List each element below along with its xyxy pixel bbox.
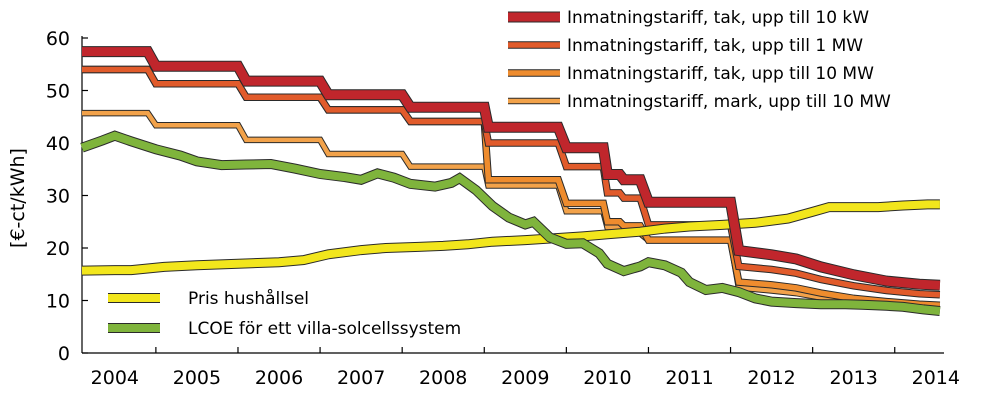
legend-entry: Inmatningstariff, mark, upp till 10 MW xyxy=(508,92,891,112)
y-tick-label: 30 xyxy=(46,186,70,208)
series-line xyxy=(82,46,941,291)
series-stroke xyxy=(81,200,940,275)
legend-entry: LCOE för ett villa-solcellssystem xyxy=(108,319,461,339)
legend-entry: Inmatningstariff, tak, upp till 1 MW xyxy=(508,36,863,56)
x-tick-label: 2012 xyxy=(747,367,795,389)
series-stroke xyxy=(80,131,941,315)
y-axis-title: [€-ct/kWh] xyxy=(7,148,29,248)
series-line xyxy=(81,199,940,276)
x-tick-label: 2007 xyxy=(337,367,385,389)
legend-entry: Pris hushållsel xyxy=(108,288,309,309)
x-tick-label: 2004 xyxy=(91,367,139,389)
axes: 0 10 20 30 40 50 60 2004 2005 2006 2007 2008 2009 201… xyxy=(46,28,960,389)
series-stroke xyxy=(82,47,941,290)
x-tick-label: 2006 xyxy=(255,367,303,389)
series-line xyxy=(80,130,941,316)
y-tick-label: 0 xyxy=(58,343,70,365)
y-tick-label: 50 xyxy=(46,81,70,103)
legend-label: Pris hushållsel xyxy=(188,288,309,309)
legend-entry: Inmatningstariff, tak, upp till 10 MW xyxy=(508,64,874,84)
x-tick-label: 2014 xyxy=(912,367,960,389)
legend-label: LCOE för ett villa-solcellssystem xyxy=(188,319,461,339)
legend-entry: Inmatningstariff, tak, upp till 10 kW xyxy=(508,8,869,28)
legend: Inmatningstariff, tak, upp till 10 kW Inm… xyxy=(108,8,891,339)
x-tick-label: 2009 xyxy=(501,367,549,389)
x-tick-label: 2008 xyxy=(419,367,467,389)
x-tick-label: 2010 xyxy=(583,367,631,389)
series-lines xyxy=(80,46,941,316)
legend-label: Inmatningstariff, tak, upp till 10 kW xyxy=(567,8,869,28)
y-tick-label: 60 xyxy=(46,28,70,50)
x-tick-label: 2011 xyxy=(665,367,713,389)
x-tick-label: 2005 xyxy=(173,367,221,389)
legend-label: Inmatningstariff, tak, upp till 1 MW xyxy=(567,36,863,56)
y-tick-label: 20 xyxy=(46,238,70,260)
x-tick-label: 2013 xyxy=(830,367,878,389)
y-tick-label: 40 xyxy=(46,133,70,155)
legend-label: Inmatningstariff, tak, upp till 10 MW xyxy=(567,64,874,84)
y-tick-label: 10 xyxy=(46,291,70,313)
legend-label: Inmatningstariff, mark, upp till 10 MW xyxy=(567,92,891,112)
